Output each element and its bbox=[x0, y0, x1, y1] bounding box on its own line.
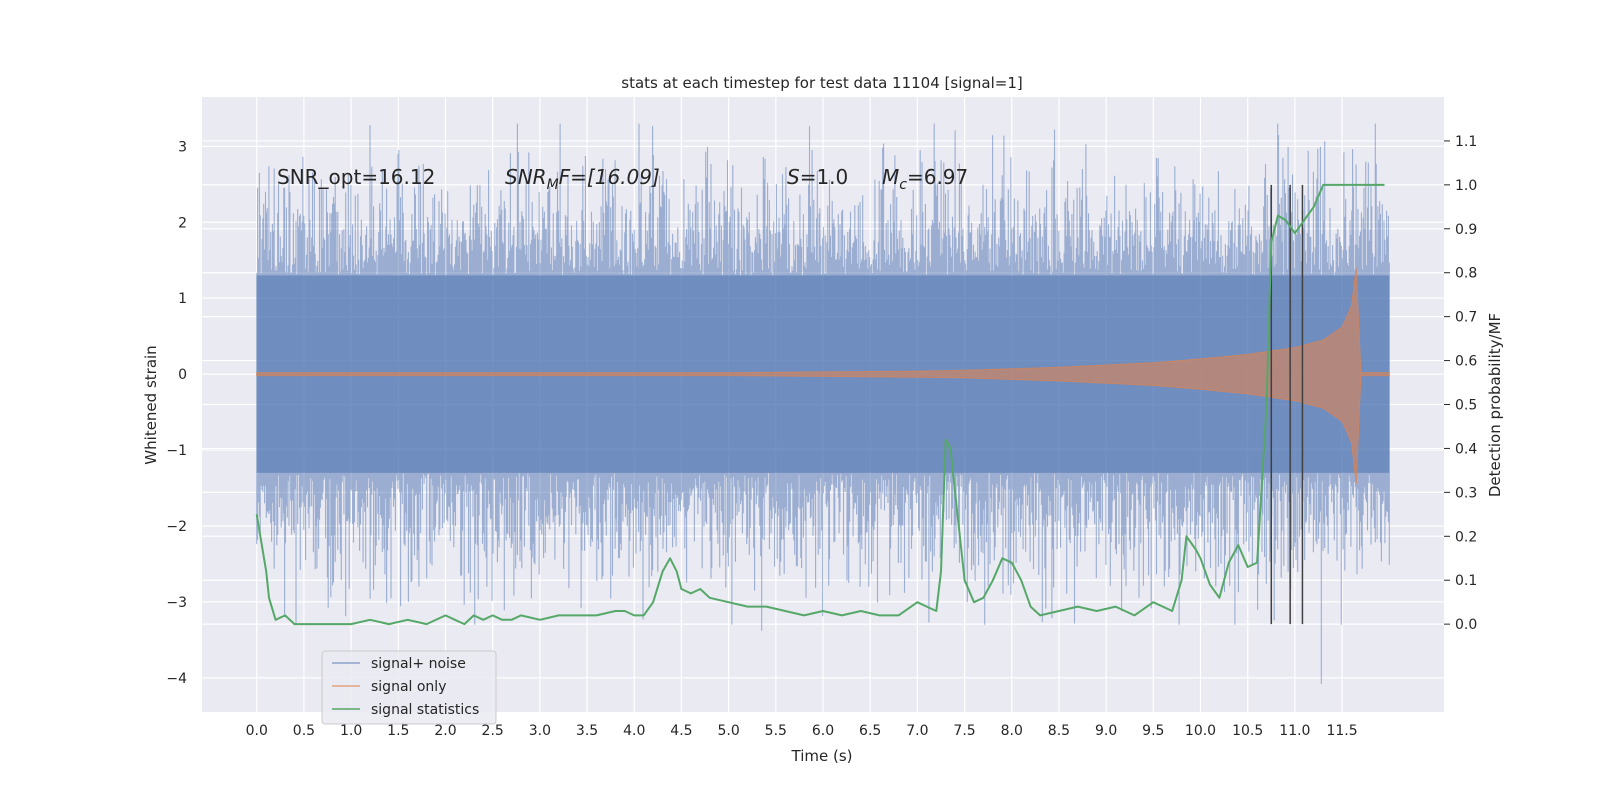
annotation-snr-mf-rest: F=[16.09] bbox=[559, 165, 660, 189]
x-tick-label: 6.5 bbox=[859, 723, 881, 739]
y2-tick-label: 0.8 bbox=[1455, 266, 1477, 282]
x-tick-label: 6.0 bbox=[812, 723, 834, 739]
y2-tick-label: 0.4 bbox=[1455, 441, 1477, 457]
annotation-s-rest: =1.0 bbox=[800, 165, 849, 189]
x-tick-label: 4.0 bbox=[623, 723, 645, 739]
y-tick-label: −2 bbox=[166, 519, 187, 535]
y2-tick-label: 0.0 bbox=[1455, 617, 1477, 633]
x-tick-label: 9.5 bbox=[1142, 723, 1164, 739]
signal-statistics-series bbox=[255, 183, 1385, 626]
y2-tick-label: 0.3 bbox=[1455, 485, 1477, 501]
legend-label-signal-plus-noise: signal+ noise bbox=[371, 656, 466, 672]
annotation-s: S=1.0 bbox=[787, 165, 848, 189]
x-tick-label: 3.0 bbox=[529, 723, 551, 739]
annotation-snr-opt: SNR_opt=16.12 bbox=[277, 165, 435, 189]
annotation-snr-mf-main: SNR bbox=[505, 165, 547, 189]
y2-tick-label: 0.2 bbox=[1455, 529, 1477, 545]
y2-tick-label: 0.1 bbox=[1455, 573, 1477, 589]
x-tick-label: 2.5 bbox=[482, 723, 504, 739]
x-tick-label: 0.5 bbox=[293, 723, 315, 739]
annotation-mc: Mc=6.97 bbox=[882, 165, 968, 193]
x-tick-label: 11.0 bbox=[1279, 723, 1310, 739]
annotation-mc-rest: =6.97 bbox=[907, 165, 968, 189]
x-tick-label: 1.5 bbox=[387, 723, 409, 739]
x-tick-label: 2.0 bbox=[434, 723, 456, 739]
signal-only-series bbox=[256, 267, 1390, 485]
y-tick-label: 2 bbox=[178, 215, 187, 231]
y2-axis-ticks: 0.0 0.1 0.2 0.3 0.4 0.5 0.6 0.7 0.8 0.9 1.0 1.1 bbox=[1444, 134, 1477, 633]
annotation-mc-main: M bbox=[882, 165, 899, 189]
chart-title: stats at each timestep for test data 111… bbox=[621, 74, 1022, 92]
y2-tick-label: 0.6 bbox=[1455, 354, 1477, 370]
legend-box bbox=[321, 650, 497, 725]
y-tick-label: 0 bbox=[178, 367, 187, 383]
x-tick-label: 5.5 bbox=[765, 723, 787, 739]
x-tick-label: 9.0 bbox=[1095, 723, 1117, 739]
x-tick-label: 4.5 bbox=[670, 723, 692, 739]
x-tick-label: 8.0 bbox=[1001, 723, 1023, 739]
x-tick-label: 3.5 bbox=[576, 723, 598, 739]
annotation-snr-mf-sub: M bbox=[547, 177, 559, 193]
y-tick-label: −1 bbox=[166, 443, 187, 459]
x-axis-label: Time (s) bbox=[791, 747, 853, 765]
x-tick-label: 0.0 bbox=[246, 723, 268, 739]
legend-label-signal-only: signal only bbox=[371, 679, 446, 695]
annotation-snr-mf: SNRMF=[16.09] bbox=[505, 165, 660, 193]
y2-tick-label: 1.1 bbox=[1455, 134, 1477, 150]
y2-tick-label: 0.7 bbox=[1455, 310, 1477, 326]
y2-axis-label: Detection probability/MF bbox=[1486, 313, 1504, 497]
x-tick-label: 10.0 bbox=[1185, 723, 1216, 739]
x-tick-label: 8.5 bbox=[1048, 723, 1070, 739]
x-tick-label: 1.0 bbox=[340, 723, 362, 739]
y-tick-label: −4 bbox=[166, 671, 187, 687]
noise-trace bbox=[256, 123, 1390, 684]
y-axis-ticks: −4 −3 −2 −1 0 1 2 3 bbox=[166, 139, 187, 686]
x-tick-label: 7.0 bbox=[906, 723, 928, 739]
y-tick-label: 1 bbox=[178, 291, 187, 307]
y2-tick-label: 0.5 bbox=[1455, 398, 1477, 414]
x-tick-label: 10.5 bbox=[1232, 723, 1263, 739]
annotation-s-main: S bbox=[787, 165, 800, 189]
signal-statistics-line bbox=[255, 183, 1385, 626]
x-axis-ticks: 0.0 0.5 1.0 1.5 2.0 2.5 3.0 3.5 4.0 4.5 5.0 5.5 6.0 6… bbox=[246, 723, 1358, 739]
legend: signal+ noise signal only signal statist… bbox=[321, 650, 497, 725]
x-tick-label: 11.5 bbox=[1326, 723, 1357, 739]
y-tick-label: 3 bbox=[178, 139, 187, 155]
legend-label-signal-statistics: signal statistics bbox=[371, 702, 479, 718]
annotation-mc-sub: c bbox=[899, 177, 907, 193]
y-axis-label: Whitened strain bbox=[142, 345, 160, 464]
x-tick-label: 7.5 bbox=[953, 723, 975, 739]
x-tick-label: 5.0 bbox=[717, 723, 739, 739]
signal-only-envelope bbox=[256, 267, 1390, 485]
y2-tick-label: 0.9 bbox=[1455, 222, 1477, 238]
y-tick-label: −3 bbox=[166, 595, 187, 611]
y2-tick-label: 1.0 bbox=[1455, 178, 1477, 194]
